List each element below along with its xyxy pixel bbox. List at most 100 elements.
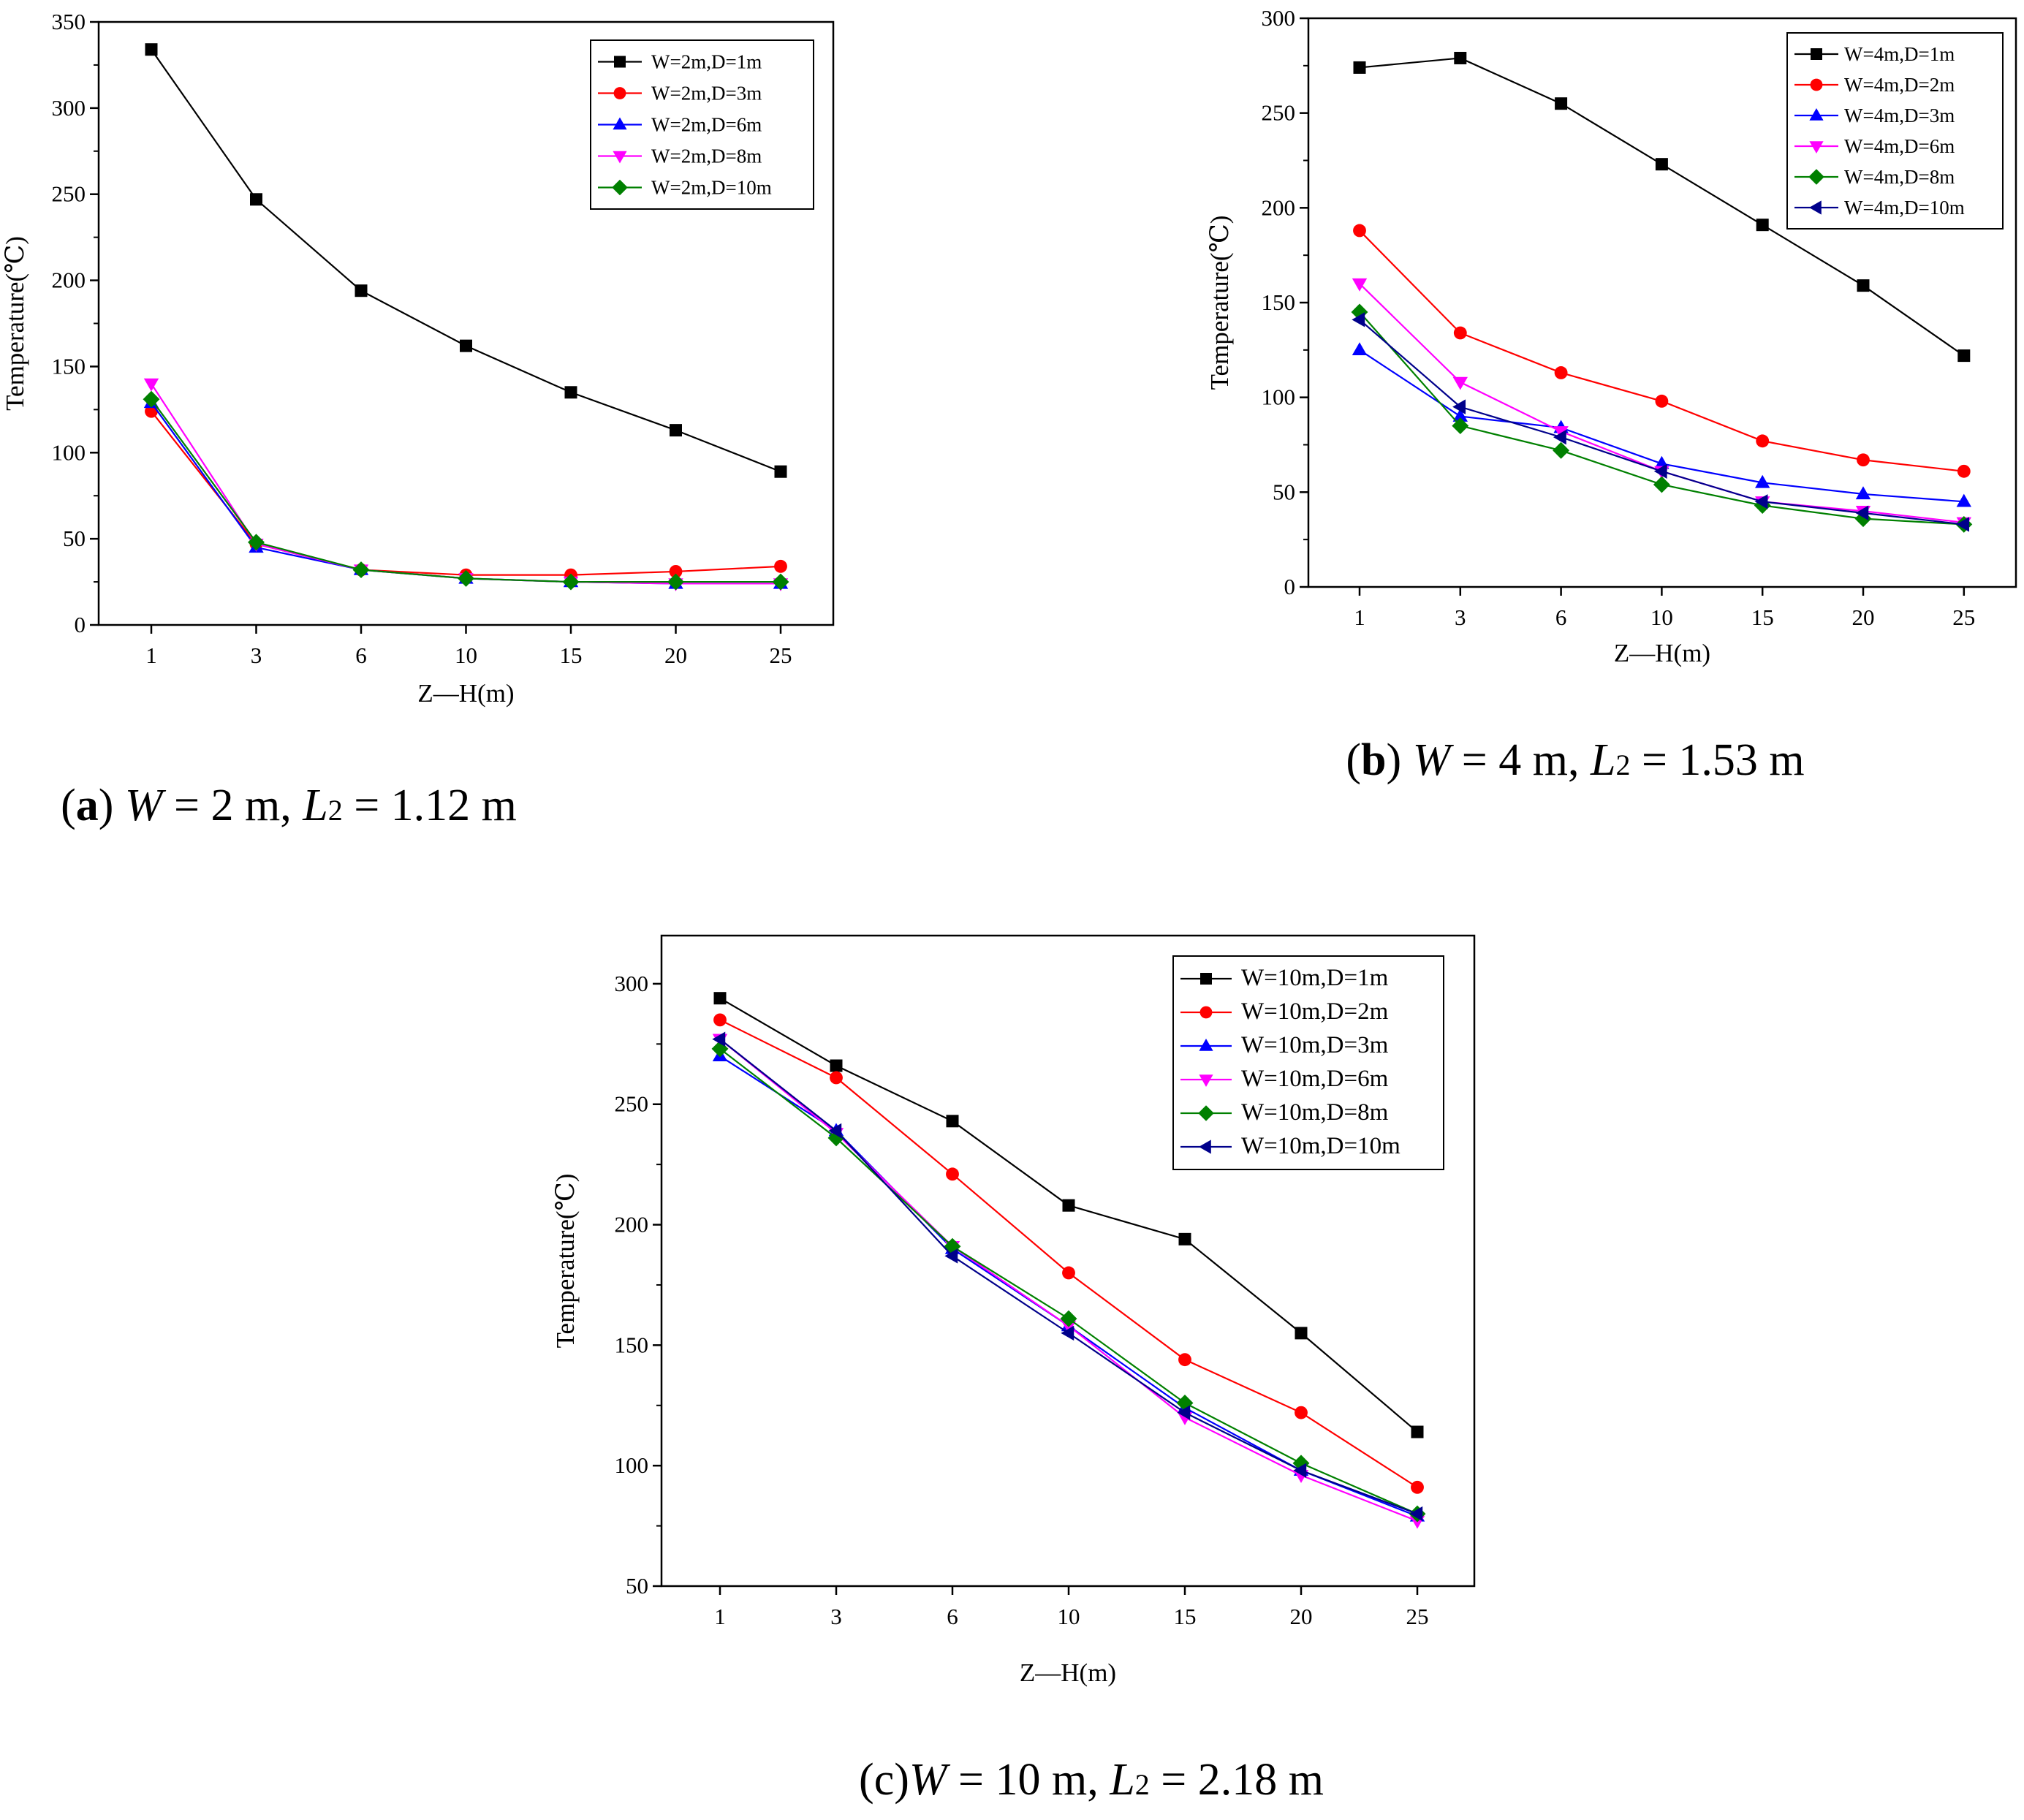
data-point (250, 193, 262, 206)
legend-box (1172, 955, 1444, 1170)
legend-label: W=4m,D=8m (1844, 166, 1955, 188)
data-point (713, 1013, 727, 1027)
caption-c-l-value: = 2.18 m (1150, 1755, 1324, 1805)
x-tick-label: 1 (145, 642, 157, 668)
legend-marker (1199, 1006, 1213, 1019)
legend-label: W=10m,D=3m (1241, 1032, 1389, 1058)
data-point (564, 386, 577, 399)
data-point (1957, 349, 1971, 363)
legend-marker (1809, 108, 1824, 121)
caption-a-w: W (125, 781, 167, 830)
data-point (1411, 1425, 1424, 1438)
caption-b-l-value: = 1.53 m (1630, 735, 1804, 785)
legend-marker (1199, 1140, 1211, 1154)
data-point (352, 561, 370, 579)
data-point (1352, 342, 1368, 356)
data-point (1653, 476, 1670, 493)
data-point (1956, 517, 1970, 532)
data-point (1553, 441, 1570, 459)
legend-label: W=2m,D=1m (651, 51, 762, 73)
data-point (713, 992, 727, 1005)
data-point (1061, 1320, 1077, 1334)
x-tick-label: 10 (455, 642, 477, 668)
legend-marker (612, 179, 628, 196)
data-point (1854, 510, 1872, 528)
legend-marker (1199, 1039, 1213, 1051)
x-tick-label: 3 (251, 642, 262, 668)
caption-a-l: L (302, 781, 327, 830)
caption-b-label: b (1361, 735, 1386, 785)
legend: W=10m,D=1m W=10m,D=2m W=10m,D=3m W=10m,D=6m… (1172, 955, 1444, 1170)
series-W=2m,D=6m (143, 395, 789, 589)
data-point (1855, 505, 1869, 521)
data-point (1292, 1455, 1310, 1472)
legend-label: W=10m,D=2m (1241, 998, 1389, 1025)
data-point (1295, 1327, 1308, 1340)
series-W=4m,D=10m (1352, 312, 1970, 532)
data-point (1452, 408, 1468, 422)
caption-b-l-sub: 2 (1615, 748, 1630, 781)
caption-c-label: c (874, 1755, 895, 1805)
legend-marker (1809, 200, 1822, 215)
legend-label: W=4m,D=3m (1844, 105, 1955, 126)
panel-a: 0 50 100 150 200 250 300 350 1 3 6 10 15 20 25 Temperat… (1, 9, 835, 708)
data-point (1293, 1463, 1307, 1478)
legend-label: W=2m,D=10m (651, 177, 772, 199)
x-tick-label: 10 (1650, 604, 1673, 630)
data-point (1857, 453, 1870, 467)
data-point (1555, 97, 1568, 110)
caption-c: (c)W = 10 m, L2 = 2.18 m (859, 1755, 1324, 1805)
data-point (1062, 1266, 1075, 1280)
legend-marker (1200, 973, 1212, 985)
series-line (1359, 319, 1964, 526)
data-point (145, 43, 158, 56)
series-line (151, 398, 781, 583)
series-W=10m,D=1m (713, 992, 1424, 1438)
y-tick-label: 200 (615, 1212, 649, 1237)
data-point (1452, 417, 1469, 435)
y-tick-label: 50 (626, 1573, 648, 1599)
caption-b-w: W (1413, 735, 1455, 785)
y-tick-label: 250 (615, 1091, 649, 1117)
data-point (944, 1237, 961, 1255)
x-tick-label: 20 (1852, 604, 1875, 630)
data-point (1756, 434, 1770, 448)
data-point (1655, 394, 1669, 408)
data-point (1352, 312, 1365, 327)
x-tick-label: 3 (830, 1604, 842, 1629)
x-tick-label: 6 (1555, 604, 1567, 630)
y-tick-label: 100 (52, 439, 86, 465)
data-point (1655, 158, 1668, 171)
x-axis-title: Z—H(m) (1614, 639, 1710, 667)
data-point (670, 424, 682, 437)
caption-c-w: W (909, 1755, 951, 1805)
y-tick-label: 0 (75, 612, 86, 637)
legend: W=4m,D=1m W=4m,D=2m W=4m,D=3m W=4m,D=6m W=4m… (1786, 32, 2004, 230)
data-point (712, 1031, 726, 1047)
series-W=4m,D=2m (1353, 224, 1971, 478)
y-tick-label: 0 (1284, 574, 1296, 599)
series-W=4m,D=1m (1353, 51, 1971, 363)
data-point (1178, 1353, 1191, 1367)
y-tick-label: 50 (1273, 479, 1295, 504)
x-axis-title: Z—H(m) (1020, 1658, 1116, 1687)
data-point (1855, 486, 1871, 500)
x-tick-label: 6 (947, 1604, 958, 1629)
data-point (1452, 376, 1468, 390)
data-point (830, 1059, 843, 1072)
data-point (248, 534, 265, 551)
x-tick-label: 1 (1354, 604, 1365, 630)
legend: W=2m,D=1m W=2m,D=3m W=2m,D=6m W=2m,D=8m W=2m… (590, 39, 814, 210)
caption-a-l-value: = 1.12 m (343, 781, 517, 830)
x-tick-label: 25 (1952, 604, 1975, 630)
data-point (830, 1071, 843, 1085)
y-tick-label: 100 (1262, 384, 1296, 410)
legend-marker (1810, 78, 1823, 91)
data-point (946, 1167, 959, 1181)
legend-label: W=4m,D=10m (1844, 197, 1965, 219)
series-W=10m,D=10m (712, 1031, 1423, 1522)
x-tick-label: 25 (1406, 1604, 1429, 1629)
data-point (355, 284, 368, 297)
series-line (151, 402, 781, 585)
caption-c-w-value: = 10 m, (947, 1755, 1110, 1805)
